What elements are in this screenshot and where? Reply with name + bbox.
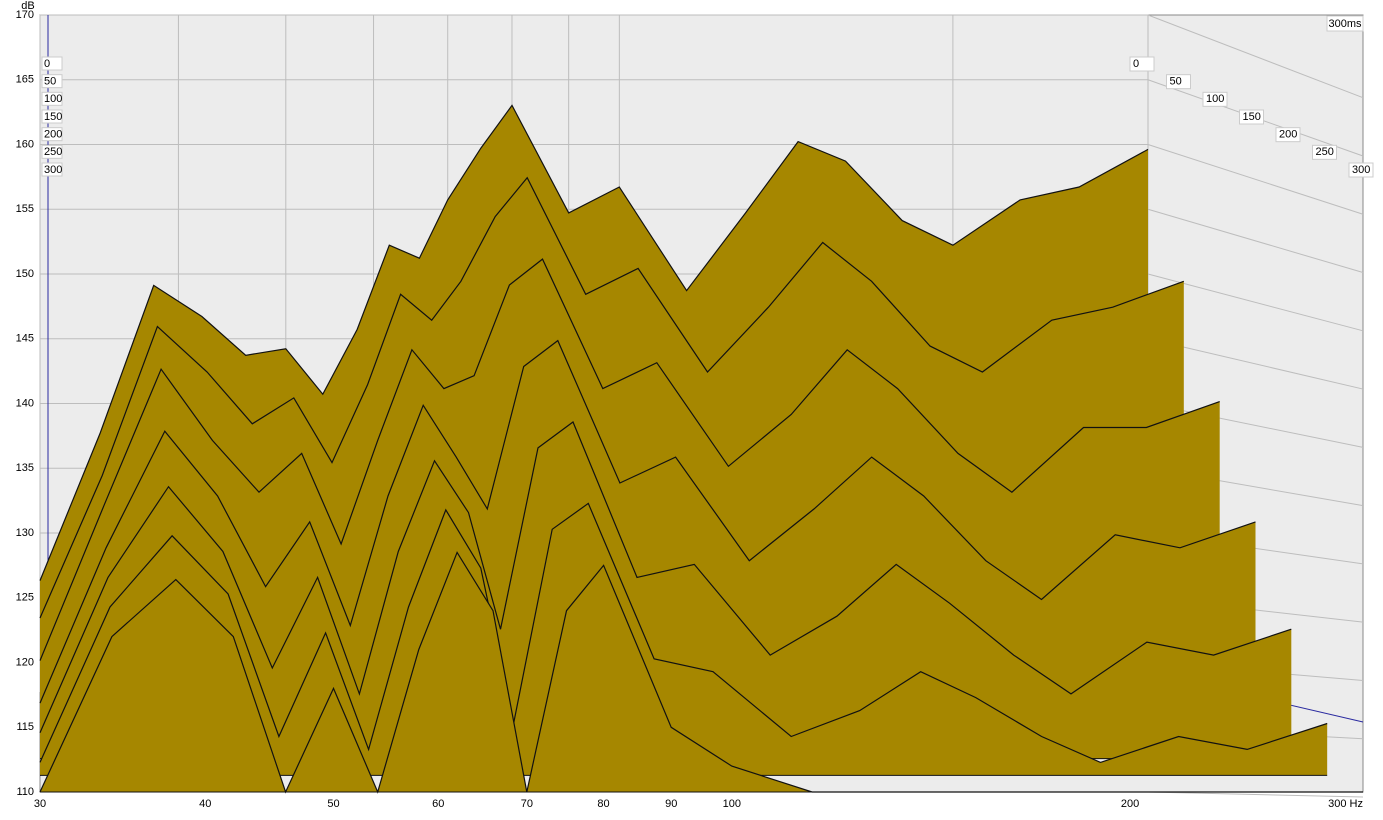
x-tick-label: 300 Hz — [1328, 798, 1363, 810]
x-tick-label: 70 — [521, 798, 533, 810]
grid-line — [1147, 208, 1364, 274]
slice-line — [39, 421, 1292, 734]
y-axis-label: dB — [21, 0, 34, 12]
slice-line — [39, 258, 1220, 661]
x-tick-label: 30 — [34, 798, 46, 810]
z-tick-box — [41, 56, 63, 71]
z-tick-box — [1202, 91, 1228, 107]
z-tick-box — [41, 162, 63, 177]
x-tick-label: 40 — [199, 798, 211, 810]
y-tick-label: 115 — [16, 721, 34, 733]
y-tick-label: 160 — [16, 138, 34, 150]
z-tick-label: 100 — [1206, 93, 1224, 105]
z-tick-label: 150 — [1243, 111, 1261, 123]
z-end-box — [1326, 15, 1364, 32]
z-tick-label: 100 — [44, 93, 62, 105]
z-tick-label: 250 — [44, 146, 62, 158]
z-tick-box — [1239, 109, 1264, 125]
z-tick-label: 0 — [44, 58, 50, 70]
z-tick-box — [1129, 56, 1155, 72]
y-tick-label: 145 — [16, 333, 34, 345]
grid-line — [1147, 144, 1364, 215]
x-tick-label: 50 — [327, 798, 339, 810]
z-tick-label: 50 — [1170, 76, 1182, 88]
y-tick-label: 110 — [16, 786, 34, 798]
y-tick-label: 155 — [16, 203, 34, 215]
x-tick-label: 80 — [597, 798, 609, 810]
z-tick-box — [1348, 162, 1374, 178]
grid-line — [1147, 338, 1364, 390]
z-tick-box — [41, 144, 63, 159]
z-end-label: 300ms — [1328, 18, 1362, 30]
z-tick-label: 0 — [1133, 58, 1139, 70]
y-tick-label: 125 — [16, 592, 34, 604]
slice-line — [39, 176, 1185, 619]
z-tick-label: 250 — [1316, 146, 1334, 158]
z-tick-label: 300 — [1352, 164, 1370, 176]
x-tick-label: 90 — [665, 798, 677, 810]
slice-line — [39, 104, 1149, 581]
z-tick-box — [41, 109, 63, 124]
z-tick-label: 200 — [44, 129, 62, 141]
z-tick-box — [1166, 74, 1191, 90]
slice-line — [39, 502, 1328, 764]
y-tick-label: 170 — [16, 9, 34, 21]
z-tick-box — [41, 127, 63, 142]
y-tick-label: 120 — [16, 656, 34, 668]
z-tick-label: 200 — [1279, 129, 1297, 141]
y-tick-label: 130 — [16, 527, 34, 539]
x-tick-label: 60 — [432, 798, 444, 810]
z-tick-box — [41, 74, 63, 89]
grid-line — [1147, 403, 1364, 448]
grid-line — [1147, 273, 1364, 332]
y-tick-label: 150 — [16, 268, 34, 280]
y-tick-label: 140 — [16, 397, 34, 409]
x-tick-label: 100 — [723, 798, 741, 810]
grid-line — [1147, 791, 1364, 798]
grid-line — [1147, 14, 1364, 99]
slice-fill — [40, 552, 1363, 792]
z-tick-label: 150 — [44, 111, 62, 123]
z-tick-box — [41, 91, 63, 106]
x-tick-label: 200 — [1121, 798, 1139, 810]
z-tick-label: 300 — [44, 164, 62, 176]
slice-fill — [40, 422, 1292, 759]
z-tick-box — [1275, 127, 1301, 143]
slice-line — [39, 339, 1256, 704]
z-tick-box — [1312, 144, 1337, 160]
y-tick-label: 165 — [16, 74, 34, 86]
y-tick-label: 135 — [16, 462, 34, 474]
z-tick-label: 50 — [44, 76, 56, 88]
